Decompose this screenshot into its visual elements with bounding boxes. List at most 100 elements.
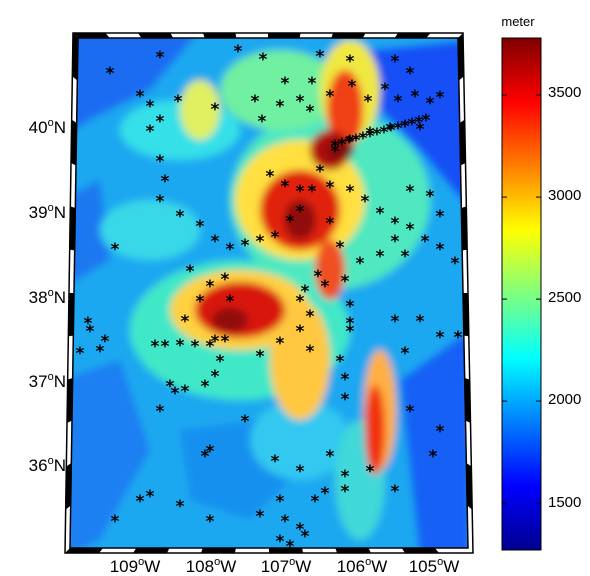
colorbar-title: meter: [501, 14, 535, 29]
station-marker: *: [326, 447, 335, 467]
station-marker: *: [406, 220, 415, 240]
lon-label-107w: 107oW: [261, 556, 312, 576]
station-marker: *: [296, 92, 305, 112]
station-marker: *: [271, 228, 280, 248]
station-marker: *: [156, 48, 165, 68]
station-marker: *: [156, 402, 165, 422]
frame-bar: [203, 33, 237, 38]
station-marker: *: [221, 270, 230, 290]
station-marker: *: [429, 447, 438, 467]
frame-bar: [459, 119, 466, 166]
lon-label-106w: 106oW: [337, 556, 388, 576]
colorbar-tick-3000: 3000: [548, 187, 581, 204]
station-marker: *: [436, 422, 445, 442]
station-marker: *: [338, 135, 347, 155]
station-marker: *: [352, 131, 361, 151]
station-marker: *: [411, 87, 420, 107]
station-marker: *: [316, 47, 325, 67]
station-marker: *: [111, 240, 120, 260]
station-marker: *: [146, 122, 155, 142]
station-marker: *: [276, 97, 285, 117]
station-marker: *: [326, 178, 335, 198]
station-marker: *: [366, 124, 375, 144]
station-marker: *: [156, 152, 165, 172]
latitude-labels: 40oN 39oN 38oN 37oN 36oN: [29, 117, 66, 475]
colorbar-tick-3500: 3500: [548, 84, 581, 101]
station-marker: *: [401, 117, 410, 137]
station-marker: *: [415, 113, 424, 133]
station-marker: *: [426, 187, 435, 207]
station-marker: *: [281, 512, 290, 532]
frame-bar: [461, 206, 468, 251]
station-marker: *: [421, 232, 430, 252]
station-marker: *: [406, 182, 415, 202]
station-marker: *: [436, 240, 445, 260]
station-marker: *: [191, 337, 200, 357]
station-marker: *: [216, 352, 225, 372]
frame-bar: [138, 33, 173, 38]
station-marker: *: [201, 377, 210, 397]
station-marker: *: [408, 115, 417, 135]
colorbar-tick-1500: 1500: [548, 494, 581, 511]
lat-label-38n: 38oN: [29, 287, 66, 307]
station-marker: *: [206, 277, 215, 297]
station-marker: *: [331, 137, 340, 157]
station-marker: *: [346, 132, 355, 152]
frame-bar: [67, 378, 73, 423]
map-frame: [64, 32, 474, 554]
station-marker: *: [86, 322, 95, 342]
station-marker: *: [174, 92, 183, 112]
station-marker: *: [221, 332, 230, 352]
station-marker: *: [321, 277, 330, 297]
station-marker: *: [326, 87, 335, 107]
station-marker: *: [394, 92, 403, 112]
lat-label-39n: 39oN: [29, 202, 66, 222]
station-marker: *: [101, 332, 110, 352]
station-marker: *: [156, 192, 165, 212]
station-marker: *: [286, 537, 295, 557]
station-marker: *: [211, 232, 220, 252]
frame-bar: [335, 548, 371, 553]
station-marker: *: [206, 442, 215, 462]
station-marker: *: [206, 512, 215, 532]
station-marker: *: [146, 487, 155, 507]
station-marker: *: [361, 192, 370, 212]
station-marker: *: [336, 352, 345, 372]
station-marker: *: [345, 133, 354, 153]
station-marker: *: [234, 42, 243, 62]
station-marker: *: [241, 236, 250, 256]
station-marker: *: [346, 52, 355, 72]
station-marker: *: [326, 214, 335, 234]
station-marker: *: [401, 247, 410, 267]
station-marker: *: [186, 262, 195, 282]
station-marker: *: [276, 492, 285, 512]
station-marker: *: [356, 254, 365, 274]
station-marker: *: [201, 447, 210, 467]
station-marker: *: [211, 100, 220, 120]
station-marker: *: [380, 123, 389, 143]
station-marker: *: [346, 322, 355, 342]
station-marker: *: [276, 334, 285, 354]
station-marker: *: [281, 74, 290, 94]
station-marker: *: [331, 142, 340, 162]
station-marker: *: [271, 452, 280, 472]
station-marker: *: [321, 484, 330, 504]
frame-bar: [463, 293, 469, 337]
station-marker: *: [366, 127, 375, 147]
station-marker: *: [84, 314, 93, 334]
station-marker: *: [346, 297, 355, 317]
frame-bar: [71, 119, 77, 166]
station-marker: *: [111, 512, 120, 532]
lat-label-36n: 36oN: [29, 455, 66, 475]
frame-bar: [464, 378, 471, 423]
frame-bar: [65, 463, 72, 510]
station-marker: *: [341, 390, 350, 410]
colorbar-tick-2500: 2500: [548, 289, 581, 306]
station-marker: *: [359, 129, 368, 149]
station-marker: *: [176, 336, 185, 356]
station-marker: *: [251, 92, 260, 112]
station-marker: *: [314, 267, 323, 287]
station-marker: *: [296, 520, 305, 540]
station-marker: *: [286, 212, 295, 232]
frame-bar: [65, 548, 104, 553]
